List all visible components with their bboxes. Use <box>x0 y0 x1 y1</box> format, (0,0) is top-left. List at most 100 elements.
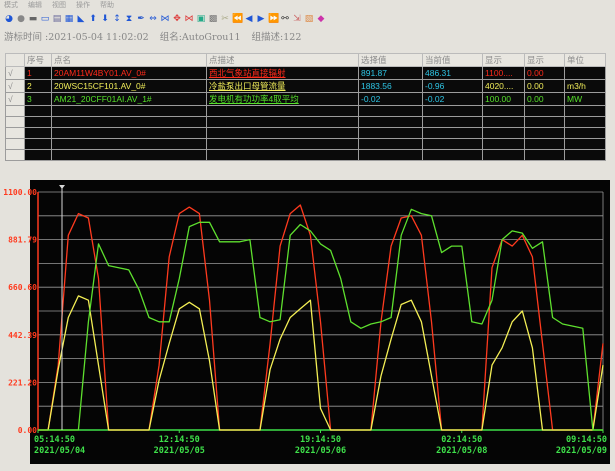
print-icon[interactable]: ▩ <box>208 13 218 24</box>
series-line-3 <box>38 208 603 431</box>
table-row[interactable]: √ 3 AM21_20CFF01AI.AV_1# 发电机有功功率4取平均 -0.02 -0… <box>5 92 606 106</box>
cell-selected: -0.02 <box>358 92 423 106</box>
x-tick-date: 2021/05/09 <box>556 446 607 456</box>
table-row[interactable]: √ 2 20WSC15CF101.AV_0# 冷盐泵出口母管流量 1883.56 -0.9… <box>5 79 606 93</box>
menu-item[interactable]: 模式 <box>4 1 18 9</box>
binoculars-icon[interactable]: ⚯ <box>281 13 289 24</box>
x-tick-time: 05:14:50 <box>34 435 75 445</box>
tool-icon[interactable]: ✂ <box>221 13 229 24</box>
cell-display_max: 4020.... <box>482 79 525 93</box>
cell-unit: m3/h <box>564 79 606 93</box>
grid-icon[interactable]: ▦ <box>64 13 74 24</box>
y-tick-label: 1100.00 <box>3 188 37 197</box>
x-tick-time: 12:14:50 <box>159 435 200 445</box>
move-icon[interactable]: ✥ <box>173 13 181 24</box>
prev-icon[interactable]: ◀ <box>245 13 253 24</box>
column-header[interactable]: 单位 <box>564 53 606 67</box>
cell-desc: 发电机有功功率4取平均 <box>206 92 359 106</box>
x-tick-date: 2021/05/08 <box>436 446 487 456</box>
column-header[interactable]: 点名 <box>51 53 207 67</box>
cell-no: 1 <box>24 66 52 80</box>
cell-display_min: 0.00 <box>524 92 565 106</box>
y-tick-label: 881.79 <box>8 236 37 245</box>
first-icon[interactable]: ⏪ <box>232 13 244 24</box>
updown-icon[interactable]: ↕ <box>113 13 121 24</box>
cell-no: 3 <box>24 92 52 106</box>
collapse-horizontal-icon[interactable]: ⋈ <box>160 13 170 24</box>
split-icon[interactable]: ⋈ <box>184 13 194 24</box>
series-line-1 <box>38 204 604 431</box>
folder-icon[interactable]: ▭ <box>40 13 50 24</box>
cell-unit <box>564 66 606 80</box>
arrow-up-icon[interactable]: ⬆ <box>89 13 97 24</box>
cell-check[interactable]: √ <box>5 79 25 93</box>
next-icon[interactable]: ▶ <box>257 13 265 24</box>
report-icon[interactable]: ▧ <box>304 13 314 24</box>
cell-check[interactable]: √ <box>5 92 25 106</box>
minus-icon[interactable]: ▬ <box>28 13 38 24</box>
cell-display_min: 0.00 <box>524 66 565 80</box>
cell-selected: 1883.56 <box>358 79 423 93</box>
x-tick-time: 02:14:50 <box>441 435 482 445</box>
toolbar: ◕ ● ▬ ▭ ▤ ▦ ◣ ⬆ ⬇ ↕ ⧗ ✒ ⇔ ⋈ ✥ ⋈ ▣ ▩ ✂ ⏪ ◀ ▶ ⏩ ⚯ ⇲ ▧ ◆ <box>4 12 326 26</box>
cursor-handle-icon <box>59 185 65 189</box>
export-icon[interactable]: ⇲ <box>293 13 301 24</box>
column-header[interactable] <box>5 53 25 67</box>
menu-bar: 模式 编辑 视图 操作 帮助 <box>4 0 114 9</box>
table-row-empty <box>5 149 606 161</box>
x-tick-time: 09:14:50 <box>566 435 607 445</box>
column-header[interactable]: 点描述 <box>206 53 359 67</box>
table-row[interactable]: √ 1 20AM11W4BY01.AV_0# 西北气象站直接辐射 891.87 486.3… <box>5 66 606 80</box>
cell-no: 2 <box>24 79 52 93</box>
save-icon[interactable]: ▤ <box>52 13 62 24</box>
column-header[interactable]: 选择值 <box>358 53 423 67</box>
cell-desc: 西北气象站直接辐射 <box>206 66 359 80</box>
column-header[interactable]: 显示 <box>482 53 525 67</box>
hourglass-icon[interactable]: ⧗ <box>125 13 133 24</box>
record-icon[interactable]: ● <box>17 13 25 24</box>
y-tick-label: 0.00 <box>18 426 37 435</box>
chart-icon[interactable]: ◣ <box>77 13 85 24</box>
group-description: 组描述:122 <box>251 32 302 43</box>
palette-icon[interactable]: ◆ <box>317 13 325 24</box>
arrow-down-icon[interactable]: ⬇ <box>101 13 109 24</box>
y-tick-label: 660.60 <box>8 283 37 292</box>
cell-selected: 891.87 <box>358 66 423 80</box>
cell-check[interactable]: √ <box>5 66 25 80</box>
series-line-2 <box>38 295 604 431</box>
cell-display_max: 1100.... <box>482 66 525 80</box>
menu-item[interactable]: 视图 <box>52 1 66 9</box>
group-name: 组名:AutoGrou11 <box>159 32 241 43</box>
y-tick-label: 442.39 <box>8 331 37 340</box>
x-tick-date: 2021/05/04 <box>34 446 85 456</box>
x-tick-date: 2021/05/06 <box>295 446 346 456</box>
cell-current: -0.96 <box>422 79 483 93</box>
cursor-time: 游标时间 :2021-05-04 11:02:02 <box>4 32 149 43</box>
points-table: 序号 点名 点描述 选择值 当前值 显示 显示 单位 √ 1 20AM11W4BY01.AV_0#… <box>5 53 606 161</box>
expand-horizontal-icon[interactable]: ⇔ <box>149 13 157 24</box>
column-header[interactable]: 显示 <box>524 53 565 67</box>
cell-display_min: 0.00 <box>524 79 565 93</box>
menu-item[interactable]: 操作 <box>76 1 90 9</box>
pen-icon[interactable]: ✒ <box>137 13 145 24</box>
cell-desc: 冷盐泵出口母管流量 <box>206 79 359 93</box>
menu-item[interactable]: 帮助 <box>100 1 114 9</box>
cell-current: -0.02 <box>422 92 483 106</box>
refresh-icon[interactable]: ◕ <box>5 13 13 24</box>
last-icon[interactable]: ⏩ <box>268 13 280 24</box>
y-tick-label: 221.20 <box>8 378 37 387</box>
table-row-empty <box>5 138 606 150</box>
x-tick-date: 2021/05/05 <box>154 446 205 456</box>
table-row-empty <box>5 127 606 139</box>
menu-item[interactable]: 编辑 <box>28 1 42 9</box>
cell-unit: MW <box>564 92 606 106</box>
cell-name: 20AM11W4BY01.AV_0# <box>51 66 207 80</box>
cell-display_max: 100.00 <box>482 92 525 106</box>
table-row-empty <box>5 116 606 128</box>
x-tick-time: 19:14:50 <box>300 435 341 445</box>
table-row-empty <box>5 105 606 117</box>
column-header[interactable]: 序号 <box>24 53 52 67</box>
trend-chart[interactable]: 0.00 221.20 442.39 660.60 881.79 1100.00 05:14… <box>0 180 615 471</box>
zoom-icon[interactable]: ▣ <box>196 13 206 24</box>
column-header[interactable]: 当前值 <box>422 53 483 67</box>
